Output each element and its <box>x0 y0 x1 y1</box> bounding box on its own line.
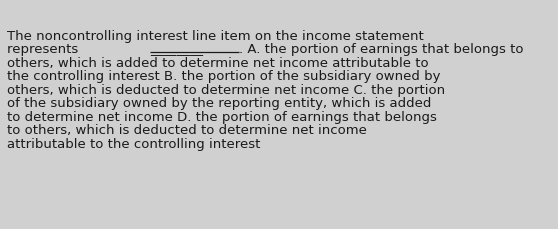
Text: of the subsidiary owned by the reporting entity, which is added: of the subsidiary owned by the reporting… <box>7 97 431 110</box>
Text: . A. the portion of earnings that belongs to: . A. the portion of earnings that belong… <box>239 43 524 56</box>
Text: ________: ________ <box>151 43 204 56</box>
Text: others, which is added to determine net income attributable to: others, which is added to determine net … <box>7 57 429 70</box>
Text: The noncontrolling interest line item on the income statement: The noncontrolling interest line item on… <box>7 30 424 43</box>
Text: to others, which is deducted to determine net income: to others, which is deducted to determin… <box>7 124 367 137</box>
Text: attributable to the controlling interest: attributable to the controlling interest <box>7 137 260 150</box>
Text: the controlling interest B. the portion of the subsidiary owned by: the controlling interest B. the portion … <box>7 70 440 83</box>
Text: represents: represents <box>7 43 82 56</box>
Text: to determine net income D. the portion of earnings that belongs: to determine net income D. the portion o… <box>7 110 436 123</box>
Text: others, which is deducted to determine net income C. the portion: others, which is deducted to determine n… <box>7 84 445 96</box>
